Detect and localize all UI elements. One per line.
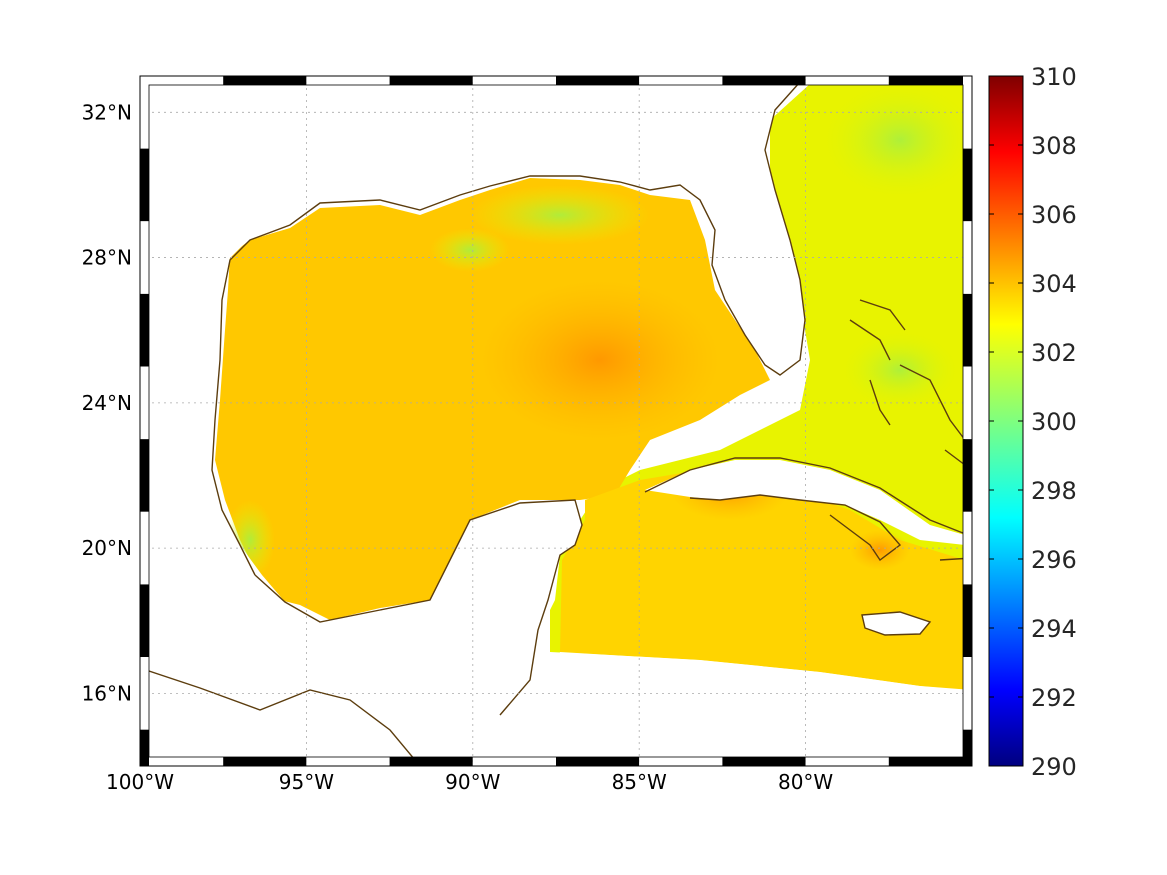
gulf-coastline <box>211 76 816 576</box>
lon-tick-label: 100°W <box>106 770 174 794</box>
border-segment-left <box>140 221 149 294</box>
mexico-texas-land <box>140 76 812 710</box>
lat-tick-label: 32°N <box>82 100 132 124</box>
border-segment-top <box>389 76 473 85</box>
border-segment-bottom <box>140 757 224 766</box>
border-segment-left <box>140 366 149 440</box>
colorbar-tick-label: 290 <box>1031 753 1077 781</box>
border-segment-left <box>140 729 149 766</box>
colorbar-tick-label: 294 <box>1031 615 1077 643</box>
border-segment-right <box>963 148 972 222</box>
colorbar-tick-label: 298 <box>1031 477 1077 505</box>
border-segment-bottom <box>888 757 972 766</box>
jamaica-land <box>862 612 930 635</box>
border-segment-top <box>805 76 889 85</box>
border-segment-right <box>963 729 972 766</box>
border-segment-bottom <box>389 757 473 766</box>
latitude-labels: 32°N 28°N 24°N 20°N 16°N <box>82 100 132 705</box>
border-segment-bottom <box>722 757 806 766</box>
border-segment-left <box>140 148 149 222</box>
border-segment-right <box>963 584 972 658</box>
lon-tick-label: 95°W <box>279 770 334 794</box>
caribbean-sst-field <box>560 470 965 690</box>
border-segment-bottom <box>306 757 390 766</box>
border-segment-bottom <box>472 757 556 766</box>
border-segment-right <box>963 221 972 294</box>
coastlines <box>140 76 972 766</box>
border-segment-top <box>888 76 972 85</box>
cool-atlantic-north <box>820 80 972 200</box>
border-segment-top <box>639 76 723 85</box>
border-segment-left <box>140 584 149 658</box>
pacific-coastline <box>140 667 421 766</box>
border-segment-left <box>140 293 149 367</box>
border-segment-top <box>223 76 307 85</box>
border-segment-top <box>722 76 806 85</box>
border-segment-right <box>963 76 972 149</box>
border-segment-right <box>963 657 972 730</box>
border-segment-left <box>140 511 149 585</box>
lat-tick-label: 20°N <box>82 536 132 560</box>
border-segment-left <box>140 657 149 730</box>
map-outline <box>139 75 973 767</box>
jamaica-coastline <box>861 611 932 636</box>
lat-tick-label: 28°N <box>82 246 132 270</box>
longitude-labels: 100°W 95°W 90°W 85°W 80°W <box>106 770 833 794</box>
colorbar <box>988 75 1024 767</box>
lat-tick-label: 16°N <box>82 681 132 705</box>
cool-shelf-louisiana <box>430 228 510 272</box>
border-segment-top <box>140 76 224 85</box>
central-america-land <box>140 652 972 766</box>
border-segment-right <box>963 366 972 440</box>
mexico-south-coastline <box>254 499 583 716</box>
cuba-land <box>645 460 965 545</box>
border-segment-right <box>963 511 972 585</box>
bahamas-coastline <box>849 299 966 441</box>
cool-shelf-north-gulf <box>470 185 650 245</box>
colorbar-tick-label: 302 <box>1031 339 1077 367</box>
border-segment-left <box>140 76 149 149</box>
colorbar-tick-label: 292 <box>1031 684 1077 712</box>
lat-tick-label: 24°N <box>82 391 132 415</box>
cool-bahamas <box>840 330 960 410</box>
map-inner-outline <box>148 84 964 758</box>
border-segment-bottom <box>639 757 723 766</box>
colorbar-tick-label: 308 <box>1031 132 1077 160</box>
warm-core-central-gulf <box>480 280 720 440</box>
colorbar-tick-labels: 310 308 306 304 302 300 298 296 294 292 290 <box>989 63 1077 781</box>
border-segment-top <box>306 76 390 85</box>
colorbar-tick-label: 310 <box>1031 63 1077 91</box>
lon-tick-label: 90°W <box>445 770 500 794</box>
colorbar-tick-label: 300 <box>1031 408 1077 436</box>
map-border <box>139 75 973 767</box>
border-segment-top <box>472 76 556 85</box>
border-segment-left <box>140 439 149 512</box>
border-segment-top <box>556 76 640 85</box>
border-segment-bottom <box>556 757 640 766</box>
lon-tick-label: 80°W <box>778 770 833 794</box>
colorbar-tick-label: 304 <box>1031 270 1077 298</box>
border-segment-right <box>963 439 972 512</box>
yucatan-land <box>430 500 582 700</box>
colorbar-tick-label: 306 <box>1031 201 1077 229</box>
lon-tick-label: 85°W <box>612 770 667 794</box>
cuba-coastline <box>644 457 969 562</box>
border-segment-right <box>963 293 972 367</box>
border-segment-bottom <box>805 757 889 766</box>
border-segment-bottom <box>223 757 307 766</box>
colorbar-tick-label: 296 <box>1031 546 1077 574</box>
